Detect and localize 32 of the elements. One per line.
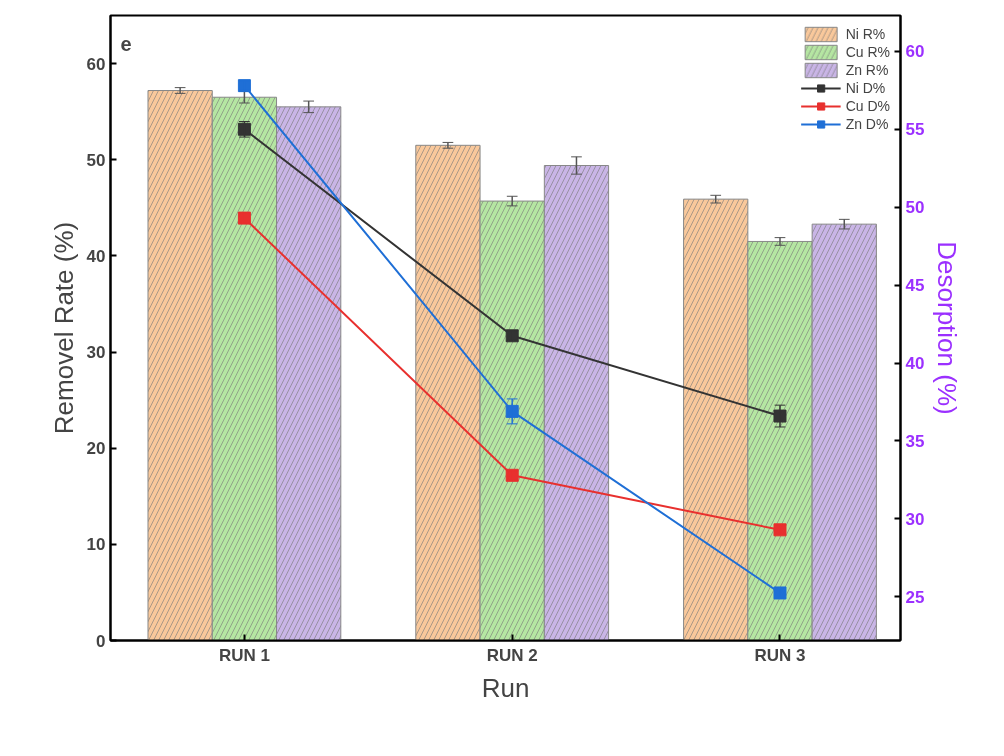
annotation: e — [120, 32, 132, 55]
y2-tick-label: 50 — [905, 198, 925, 218]
legend-label: Ni D% — [845, 79, 886, 97]
y-axis-title: Removel Rate (%) — [48, 221, 79, 435]
y2-tick-label: 40 — [905, 354, 925, 374]
y-tick-label: 20 — [86, 439, 106, 459]
y2-tick-label: 25 — [905, 587, 925, 607]
y-tick-label: 60 — [86, 54, 106, 74]
x-tick-label: RUN 3 — [754, 645, 806, 665]
legend-label: Cu D% — [845, 97, 890, 115]
y2-tick-label: 55 — [905, 120, 925, 140]
y2-tick-label: 45 — [905, 276, 925, 296]
y-tick-label: 0 — [96, 631, 106, 651]
y-tick-label: 10 — [86, 535, 106, 555]
point — [773, 523, 787, 537]
point — [773, 586, 787, 600]
y2-tick-label: 60 — [905, 42, 925, 62]
y-tick-label: 30 — [86, 343, 106, 363]
y-tick-label: 40 — [86, 246, 106, 266]
y2-tick-label: 35 — [905, 432, 925, 451]
point — [237, 211, 251, 225]
legend-label: Zn D% — [845, 115, 889, 133]
legend-label: Zn R% — [845, 61, 889, 79]
y2-axis-title: Desorption (%) — [932, 241, 963, 415]
point — [773, 409, 787, 423]
y2-tick-label: 30 — [905, 509, 925, 529]
legend-label: Ni R% — [845, 25, 886, 43]
x-tick-label: RUN 2 — [486, 645, 538, 665]
legend-label: Cu R% — [845, 43, 890, 61]
x-tick-label: RUN 1 — [218, 645, 270, 665]
y-tick-label: 50 — [86, 150, 106, 170]
x-axis-title: Run — [481, 672, 530, 703]
